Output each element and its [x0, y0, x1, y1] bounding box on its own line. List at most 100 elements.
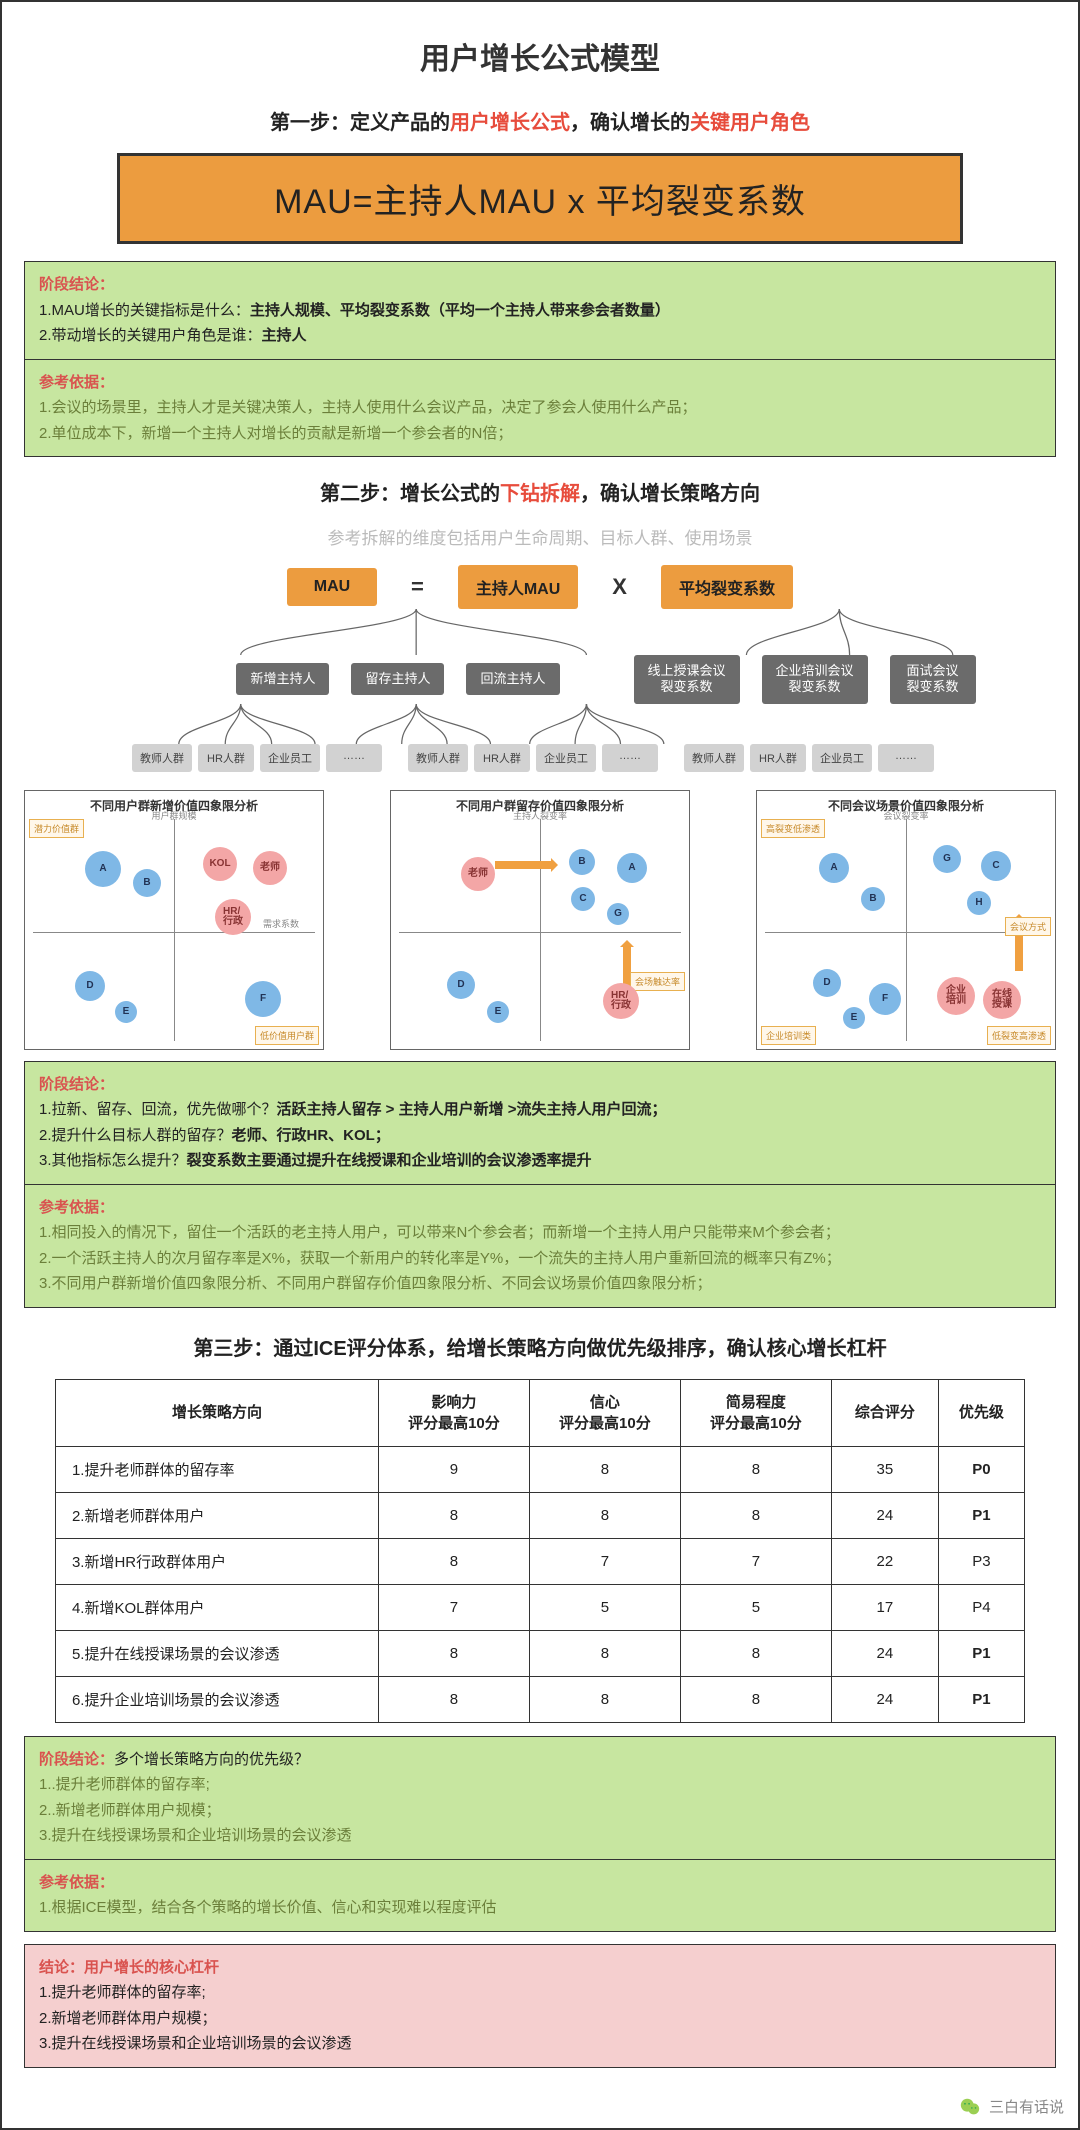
step3-conclusion: 阶段结论：多个增长策略方向的优先级？ 1..提升老师群体的留存率; 2..新增老…	[24, 1736, 1056, 1860]
bubble: HR/ 行政	[603, 983, 639, 1019]
tree-mid: 线上授课会议 裂变系数	[634, 655, 740, 704]
ice-cell: 5	[529, 1584, 680, 1630]
ice-cell: 35	[831, 1446, 938, 1492]
tree-leaf: 企业员工	[812, 744, 872, 772]
step2-conclusion: 阶段结论： 1.拉新、留存、回流，优先做哪个？活跃主持人留存 > 主持人用户新增…	[24, 1061, 1056, 1185]
ice-cell: 8	[529, 1446, 680, 1492]
table-row: 2.新增老师群体用户88824P1	[55, 1492, 1024, 1538]
bubble: G	[933, 845, 961, 873]
bubble: A	[617, 853, 647, 883]
bubble: KOL	[203, 847, 237, 881]
decomposition-tree: MAU = 主持人MAU X 平均裂变系数 新增主持人 留存主持人 回流主持人 …	[24, 565, 1056, 772]
ice-cell: 8	[529, 1676, 680, 1722]
ice-cell: 8	[378, 1538, 529, 1584]
ice-cell: 8	[378, 1492, 529, 1538]
main-title: 用户增长公式模型	[24, 34, 1056, 78]
step1-reference: 参考依据： 1.会议的场景里，主持人才是关键决策人，主持人使用什么会议产品，决定…	[24, 359, 1056, 458]
tree-leaf: ……	[602, 744, 658, 772]
tree-node-host-mau: 主持人MAU	[458, 565, 578, 609]
formula-box: MAU=主持人MAU x 平均裂变系数	[117, 153, 963, 244]
bubble: G	[607, 903, 629, 925]
ice-table: 增长策略方向影响力 评分最高10分信心 评分最高10分简易程度 评分最高10分综…	[55, 1379, 1025, 1723]
bubble: C	[571, 887, 595, 911]
bubble: B	[569, 849, 595, 875]
wechat-icon	[959, 2096, 981, 2118]
table-row: 4.新增KOL群体用户75517P4	[55, 1584, 1024, 1630]
tree-leaf: ……	[326, 744, 382, 772]
ice-cell: P0	[938, 1446, 1024, 1492]
quadrant-panels: 不同用户群新增价值四象限分析 用户群规模 潜力价值群 低价值用户群 ABKOL老…	[24, 790, 1056, 1050]
bubble: 企业 培训	[937, 977, 975, 1015]
step2-reference: 参考依据： 1.相同投入的情况下，留住一个活跃的老主持人用户，可以带来N个参会者…	[24, 1184, 1056, 1308]
bubble: A	[85, 851, 121, 887]
quad-panel-3: 不同会议场景价值四象限分析 会议裂变率 高裂变低渗透 低裂变高渗透 会议方式 企…	[756, 790, 1056, 1050]
ice-cell: P1	[938, 1492, 1024, 1538]
ice-cell: 24	[831, 1492, 938, 1538]
ice-cell: 7	[680, 1538, 831, 1584]
tree-mid: 企业培训会议 裂变系数	[762, 655, 868, 704]
bubble: HR/ 行政	[215, 899, 251, 935]
ice-cell: 4.新增KOL群体用户	[55, 1584, 378, 1630]
tree-leaf: 教师人群	[684, 744, 744, 772]
bubble: 老师	[253, 851, 287, 885]
ice-cell: P3	[938, 1538, 1024, 1584]
tree-node-mau: MAU	[287, 568, 377, 606]
step1-conclusion: 阶段结论： 1.MAU增长的关键指标是什么：主持人规模、平均裂变系数（平均一个主…	[24, 261, 1056, 360]
bubble: H	[967, 891, 991, 915]
ice-cell: 8	[378, 1676, 529, 1722]
tree-mid: 面试会议 裂变系数	[890, 655, 976, 704]
step3-header: 第三步：通过ICE评分体系，给增长策略方向做优先级排序，确认核心增长杠杆	[24, 1332, 1056, 1361]
tree-node-fission: 平均裂变系数	[661, 565, 793, 609]
ice-cell: 8	[680, 1446, 831, 1492]
ice-col: 增长策略方向	[55, 1379, 378, 1446]
quad-panel-1: 不同用户群新增价值四象限分析 用户群规模 潜力价值群 低价值用户群 ABKOL老…	[24, 790, 324, 1050]
step2-subnote: 参考拆解的维度包括用户生命周期、目标人群、使用场景	[24, 524, 1056, 549]
tree-leaf: 企业员工	[260, 744, 320, 772]
tree-leaf: 企业员工	[536, 744, 596, 772]
ice-cell: 7	[529, 1538, 680, 1584]
ice-col: 优先级	[938, 1379, 1024, 1446]
bubble: E	[115, 1001, 137, 1023]
ice-cell: P1	[938, 1676, 1024, 1722]
ice-cell: 2.新增老师群体用户	[55, 1492, 378, 1538]
ice-cell: 8	[680, 1630, 831, 1676]
footer-credit: 三白有话说	[959, 2096, 1064, 2118]
ice-cell: 22	[831, 1538, 938, 1584]
ice-cell: 8	[378, 1630, 529, 1676]
bubble: D	[813, 969, 841, 997]
table-row: 5.提升在线授课场景的会议渗透88824P1	[55, 1630, 1024, 1676]
bubble: F	[245, 981, 281, 1017]
table-row: 6.提升企业培训场景的会议渗透88824P1	[55, 1676, 1024, 1722]
document-frame: 用户增长公式模型 第一步：定义产品的用户增长公式，确认增长的关键用户角色 MAU…	[0, 0, 1080, 2130]
bubble: 老师	[461, 857, 495, 891]
quad-panel-2: 不同用户群留存价值四象限分析 主持人裂变率 会场触达率 老师BACGDEHR/ …	[390, 790, 690, 1050]
ice-cell: 6.提升企业培训场景的会议渗透	[55, 1676, 378, 1722]
ice-cell: 24	[831, 1676, 938, 1722]
bubble: 在线 授课	[983, 981, 1021, 1019]
ice-col: 影响力 评分最高10分	[378, 1379, 529, 1446]
bubble: A	[819, 853, 849, 883]
tree-mid: 新增主持人	[236, 663, 329, 695]
tree-leaf: ……	[878, 744, 934, 772]
step1-header: 第一步：定义产品的用户增长公式，确认增长的关键用户角色	[24, 106, 1056, 135]
bubble: B	[861, 887, 885, 911]
ice-cell: 8	[529, 1630, 680, 1676]
ice-cell: 24	[831, 1630, 938, 1676]
ice-col: 信心 评分最高10分	[529, 1379, 680, 1446]
step2-header: 第二步：增长公式的下钻拆解，确认增长策略方向	[24, 477, 1056, 506]
final-conclusion: 结论：用户增长的核心杠杆 1.提升老师群体的留存率; 2.新增老师群体用户规模；…	[24, 1944, 1056, 2068]
ice-cell: P4	[938, 1584, 1024, 1630]
bubble: D	[447, 971, 475, 999]
ice-col: 简易程度 评分最高10分	[680, 1379, 831, 1446]
tree-leaf: 教师人群	[408, 744, 468, 772]
step3-reference: 参考依据： 1.根据ICE模型，结合各个策略的增长价值、信心和实现难以程度评估	[24, 1859, 1056, 1932]
bubble: E	[843, 1007, 865, 1029]
tree-leaf: 教师人群	[132, 744, 192, 772]
bubble: F	[869, 983, 901, 1015]
tree-mid: 留存主持人	[351, 663, 444, 695]
ice-cell: 8	[680, 1492, 831, 1538]
ice-cell: 5	[680, 1584, 831, 1630]
ice-cell: P1	[938, 1630, 1024, 1676]
table-row: 1.提升老师群体的留存率98835P0	[55, 1446, 1024, 1492]
tree-leaf: HR人群	[750, 744, 806, 772]
